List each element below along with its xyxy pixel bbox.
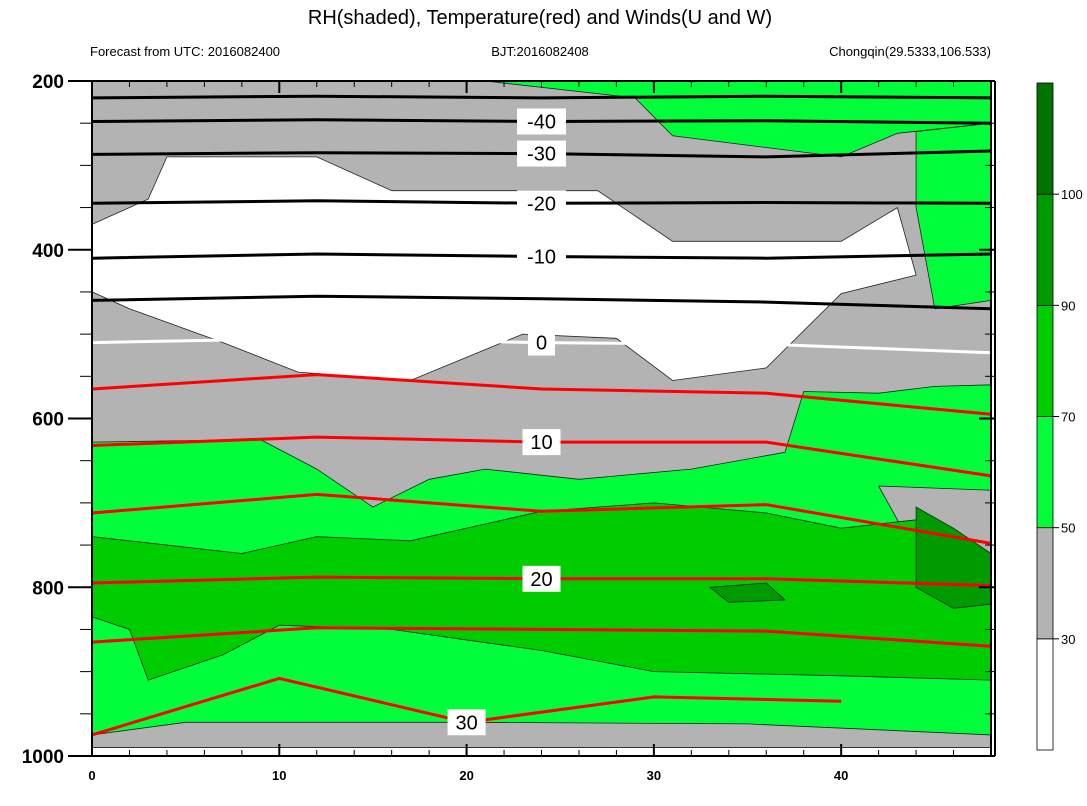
colorbar-label: 30 bbox=[1061, 632, 1075, 647]
colorbar-label: 50 bbox=[1061, 521, 1075, 536]
contour-label: -20 bbox=[527, 193, 556, 215]
rh-region-white bbox=[91, 156, 917, 381]
colorbar-segment bbox=[1036, 527, 1054, 640]
colorbar-segment bbox=[1036, 416, 1054, 529]
contour-label-box bbox=[522, 429, 561, 456]
colorbar-segment bbox=[1036, 82, 1054, 195]
chart-subtitle-right: Chongqin(29.5333,106.533) bbox=[829, 44, 991, 59]
contour-label: -10 bbox=[527, 247, 556, 269]
colorbar-legend: 30 50 70 90 100 bbox=[1036, 82, 1083, 751]
contour-label-box bbox=[522, 565, 561, 592]
x-tick-label: 40 bbox=[834, 768, 848, 783]
colorbar-segment bbox=[1036, 193, 1054, 306]
contour-label: 30 bbox=[455, 712, 477, 734]
contour-labels: -40 -30 -20 -10 0 10 20 30 bbox=[447, 108, 566, 736]
y-tick-label: 1000 bbox=[22, 747, 64, 768]
contour-label: 10 bbox=[530, 432, 552, 454]
contour-label: 0 bbox=[536, 333, 547, 355]
chart-subtitle-left: Forecast from UTC: 2016082400 bbox=[90, 44, 280, 59]
contour-label: -40 bbox=[527, 112, 556, 134]
y-tick-label: 200 bbox=[32, 72, 64, 93]
contour-label-box bbox=[447, 709, 486, 736]
x-tick-label: 20 bbox=[459, 768, 473, 783]
contour-line-12 bbox=[91, 626, 992, 648]
chart-title: RH(shaded), Temperature(red) and Winds(U… bbox=[308, 7, 772, 29]
contour-label-box bbox=[517, 140, 566, 167]
contour-line-9 bbox=[91, 294, 992, 311]
colorbar-segment bbox=[1036, 638, 1054, 751]
colorbar-segment bbox=[1036, 304, 1054, 417]
x-tick-label: 10 bbox=[272, 768, 286, 783]
x-tick-label: 0 bbox=[88, 768, 95, 783]
chart-subtitle-center: BJT:2016082408 bbox=[491, 44, 589, 59]
contour-line-11 bbox=[91, 492, 992, 545]
y-tick-label: 400 bbox=[32, 241, 64, 262]
contour-line-10 bbox=[91, 373, 992, 416]
y-tick-label: 600 bbox=[32, 410, 64, 431]
contour-label: 20 bbox=[530, 569, 552, 591]
colorbar-label: 100 bbox=[1061, 187, 1083, 202]
rh-region-dark-green bbox=[709, 582, 786, 603]
rh-shading bbox=[91, 80, 992, 757]
contour-label-box bbox=[517, 243, 566, 270]
colorbar-label: 90 bbox=[1061, 298, 1075, 313]
plot-area: -40 -30 -20 -10 0 10 20 30 bbox=[91, 80, 992, 757]
rh-region-green bbox=[915, 122, 992, 310]
contour-label-box bbox=[528, 329, 555, 356]
y-tick-label: 800 bbox=[32, 578, 64, 599]
contour-label-box bbox=[517, 108, 566, 135]
colorbar-label: 70 bbox=[1061, 410, 1075, 425]
contour-line-8 bbox=[91, 94, 992, 100]
contour-label-box bbox=[517, 190, 566, 217]
contour-label: -30 bbox=[527, 144, 556, 166]
x-tick-label: 30 bbox=[647, 768, 661, 783]
